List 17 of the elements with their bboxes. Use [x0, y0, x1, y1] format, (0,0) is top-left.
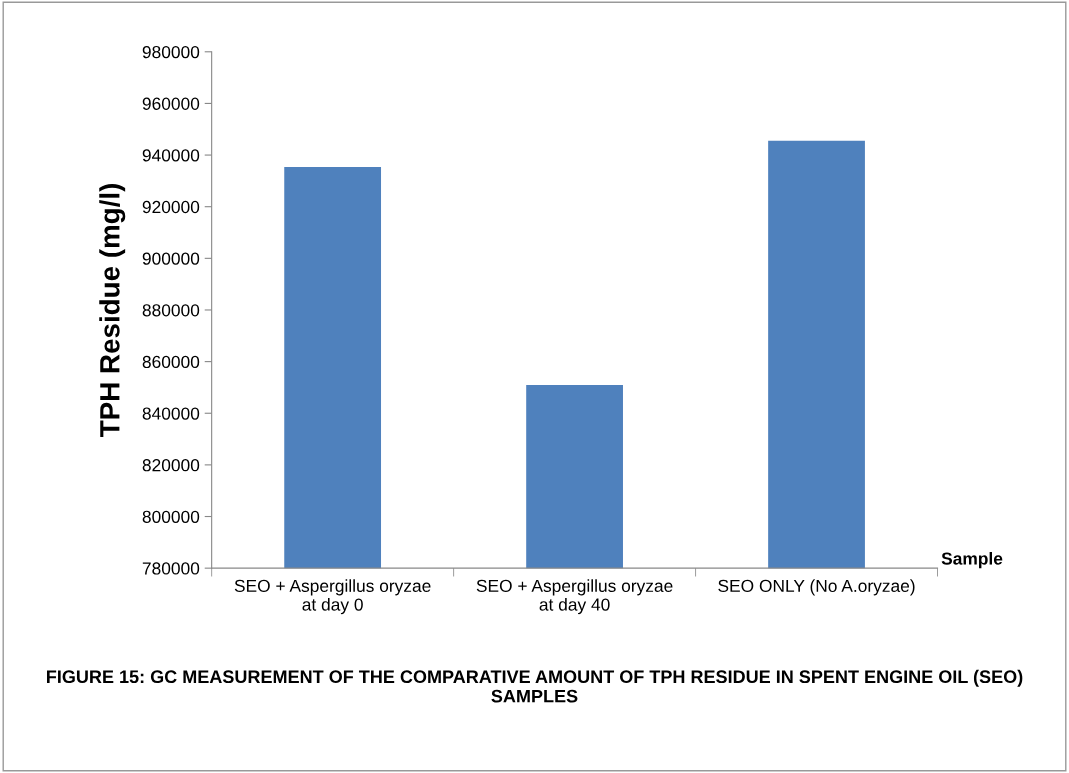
y-tick-label: 840000	[142, 407, 200, 420]
y-tick-label: 920000	[142, 200, 200, 214]
y-tick-label: 820000	[142, 459, 200, 472]
y-tick-label: 800000	[142, 510, 200, 523]
y-tick-label: 880000	[142, 304, 200, 317]
text: FIGURE 15: GC MEASUREMENT OF THE COMPARATIVE AMOUNT OF TPH RESIDUE IN SPENT ENGINE OIL (SEO) SAMPLES	[47, 669, 1023, 703]
y-axis-title: TPH Residue (mg/l)	[99, 184, 126, 437]
y-tick-label: 860000	[142, 355, 200, 369]
y-tick-label: 780000	[142, 562, 200, 575]
y-tick-label: 900000	[142, 252, 200, 265]
x-axis-title: Sample	[941, 551, 1003, 569]
y-tick-label: 980000	[142, 45, 200, 59]
y-tick-label: 940000	[142, 149, 200, 162]
y-tick-label: 960000	[142, 97, 200, 110]
x-tick-label: SEO ONLY (No A.oryzae)	[718, 579, 915, 596]
x-tick-label: SEO + Aspergillus oryzae at day 40	[476, 579, 673, 615]
x-tick-label: SEO + Aspergillus oryzae at day 0	[234, 579, 431, 615]
